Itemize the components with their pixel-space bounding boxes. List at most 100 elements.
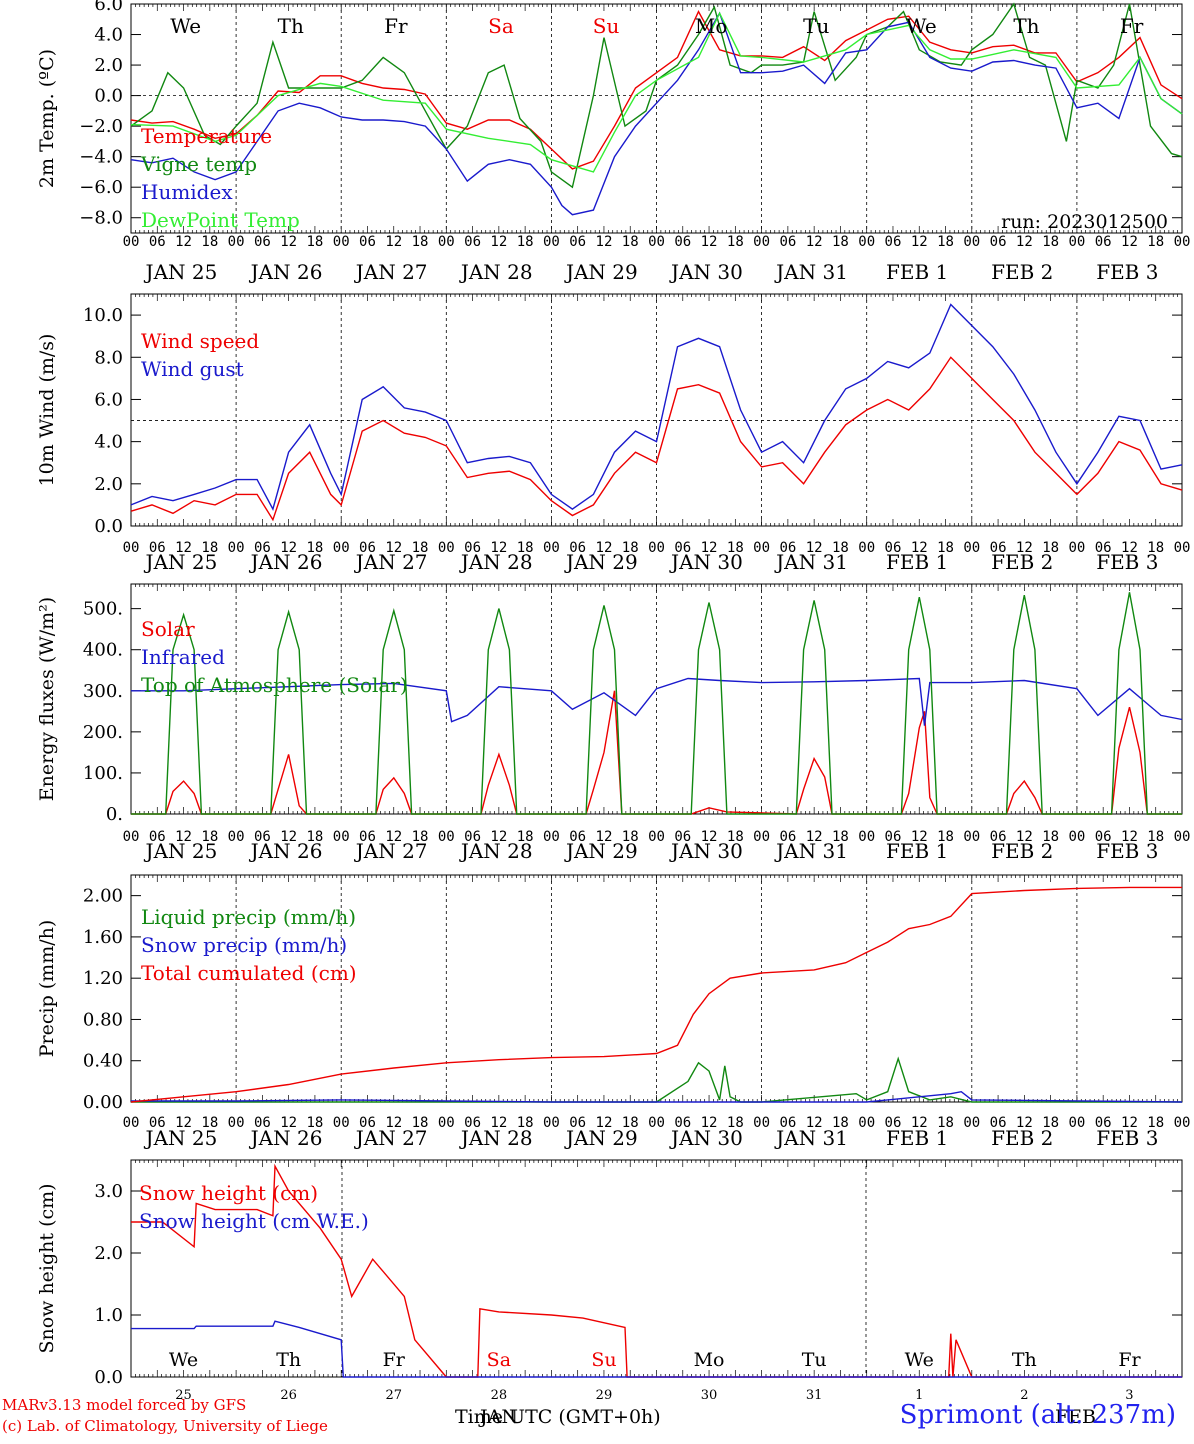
hour-tick-label: 18 <box>412 829 429 845</box>
hour-tick-label: 18 <box>937 829 954 845</box>
weekday-label-bottom: We <box>905 1349 934 1371</box>
hour-tick-label: 06 <box>885 234 902 250</box>
day-number-label: 28 <box>491 1388 508 1403</box>
date-label: JAN 27 <box>354 1126 428 1150</box>
hour-tick-label: 00 <box>648 829 665 845</box>
hour-tick-label: 18 <box>622 829 639 845</box>
hour-tick-label: 18 <box>1147 829 1164 845</box>
hour-tick-label: 06 <box>569 234 586 250</box>
hour-tick-label: 06 <box>674 540 691 556</box>
hour-tick-label: 12 <box>1121 1115 1138 1131</box>
hour-tick-label: 06 <box>990 1115 1007 1131</box>
hour-tick-label: 00 <box>1068 234 1085 250</box>
hour-tick-label: 06 <box>254 540 271 556</box>
hour-tick-label: 06 <box>779 1115 796 1131</box>
hour-tick-label: 12 <box>490 829 507 845</box>
hour-tick-label: 12 <box>490 540 507 556</box>
hour-tick-label: 12 <box>806 1115 823 1131</box>
hour-tick-label: 12 <box>596 234 613 250</box>
hour-tick-label: 06 <box>359 829 376 845</box>
hour-tick-label: 06 <box>885 829 902 845</box>
credit-lab: (c) Lab. of Climatology, University of L… <box>2 1417 328 1435</box>
hour-tick-label: 00 <box>858 540 875 556</box>
date-label: JAN 30 <box>669 839 743 863</box>
weekday-label-bottom: We <box>169 1349 198 1371</box>
day-number-label: 30 <box>701 1388 718 1403</box>
hour-tick-label: 00 <box>963 829 980 845</box>
weekday-label-top: Th <box>1013 14 1039 38</box>
hour-tick-label: 12 <box>1016 234 1033 250</box>
hour-tick-label: 00 <box>228 234 245 250</box>
hour-tick-label: 18 <box>306 234 323 250</box>
date-label: FEB 1 <box>886 550 948 574</box>
hour-tick-label: 06 <box>990 540 1007 556</box>
date-label: JAN 27 <box>354 550 428 574</box>
hour-tick-label: 00 <box>648 540 665 556</box>
hour-tick-label: 18 <box>412 1115 429 1131</box>
date-label: JAN 28 <box>459 260 533 284</box>
hour-tick-label: 00 <box>963 540 980 556</box>
series-line-wind-speed <box>130 356 1183 522</box>
hour-tick-label: 12 <box>911 540 928 556</box>
hour-tick-label: 00 <box>1068 829 1085 845</box>
series-line-top-of-atmosphere-solar <box>131 592 1182 815</box>
hour-tick-label: 12 <box>280 234 297 250</box>
y-tick-label: 0.00 <box>83 1092 123 1113</box>
hour-tick-label: 00 <box>543 234 560 250</box>
hour-tick-label: 12 <box>1016 1115 1033 1131</box>
hour-tick-label: 00 <box>963 1115 980 1131</box>
date-label: JAN 29 <box>564 839 638 863</box>
legend-solar: Solar <box>141 617 195 641</box>
hour-tick-label: 06 <box>569 829 586 845</box>
hour-tick-label: 00 <box>1174 829 1191 845</box>
legend-humidex: Humidex <box>141 180 233 204</box>
hour-tick-label: 18 <box>201 1115 218 1131</box>
date-label: JAN 26 <box>249 1126 323 1150</box>
hour-tick-label: 06 <box>149 829 166 845</box>
hour-tick-label: 18 <box>727 829 744 845</box>
hour-tick-label: 18 <box>1147 540 1164 556</box>
run-label: run: 2023012500 <box>1001 211 1168 233</box>
y-tick-label: 1.60 <box>83 927 123 948</box>
hour-tick-label: 06 <box>990 829 1007 845</box>
hour-tick-label: 06 <box>254 1115 271 1131</box>
hour-tick-label: 12 <box>490 1115 507 1131</box>
hour-tick-label: 06 <box>149 540 166 556</box>
hour-tick-label: 00 <box>1068 1115 1085 1131</box>
date-label: JAN 27 <box>354 839 428 863</box>
hour-tick-label: 12 <box>596 829 613 845</box>
y-tick-label: 4.0 <box>94 25 123 46</box>
legend-liquid-precip-mm-h: Liquid precip (mm/h) <box>141 905 356 929</box>
hour-tick-label: 18 <box>306 540 323 556</box>
legend-snow-height-cm: Snow height (cm) <box>139 1181 318 1205</box>
y-tick-label: 2.00 <box>83 886 123 907</box>
hour-tick-label: 12 <box>385 829 402 845</box>
y-tick-label: 200. <box>83 722 123 743</box>
hour-tick-label: 06 <box>149 234 166 250</box>
day-number-label: 3 <box>1125 1388 1133 1403</box>
y-tick-label: 6.0 <box>94 389 123 410</box>
hour-tick-label: 06 <box>779 829 796 845</box>
series-line-snow-height-cm-w-e <box>131 1320 1182 1378</box>
hour-tick-label: 06 <box>1095 234 1112 250</box>
hour-tick-label: 12 <box>280 540 297 556</box>
hour-tick-label: 06 <box>149 1115 166 1131</box>
y-tick-label: 2.0 <box>94 55 123 76</box>
date-label: JAN 28 <box>459 839 533 863</box>
hour-tick-label: 18 <box>412 540 429 556</box>
hour-tick-label: 12 <box>701 540 718 556</box>
hour-tick-label: 12 <box>1121 540 1138 556</box>
series-line-dewpoint-temp <box>130 11 1183 173</box>
date-label: JAN 25 <box>144 550 218 574</box>
date-label: JAN 25 <box>144 839 218 863</box>
date-label: JAN 25 <box>144 1126 218 1150</box>
y-tick-label: 3.0 <box>94 1181 123 1202</box>
hour-tick-label: 12 <box>385 234 402 250</box>
y-tick-label: 6.0 <box>94 0 123 15</box>
date-label: JAN 26 <box>249 550 323 574</box>
y-tick-label: 1.20 <box>83 968 123 989</box>
y-tick-label: 300. <box>83 681 123 702</box>
date-label: JAN 30 <box>669 550 743 574</box>
date-label: FEB 3 <box>1096 839 1158 863</box>
hour-tick-label: 00 <box>123 829 140 845</box>
